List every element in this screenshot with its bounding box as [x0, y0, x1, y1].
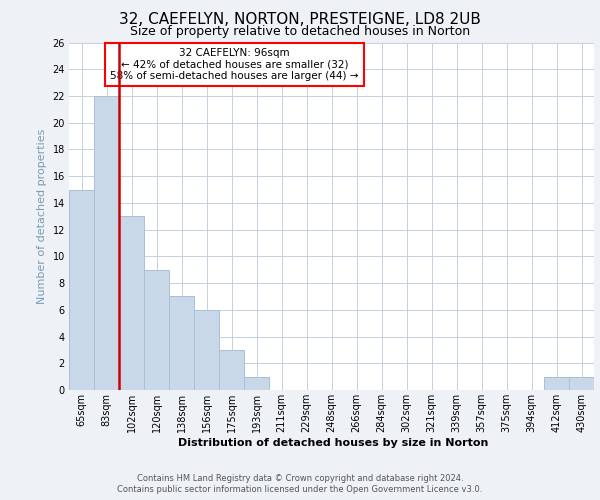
Text: 32, CAEFELYN, NORTON, PRESTEIGNE, LD8 2UB: 32, CAEFELYN, NORTON, PRESTEIGNE, LD8 2U… [119, 12, 481, 28]
Bar [569, 376, 594, 390]
Text: 32 CAEFELYN: 96sqm
← 42% of detached houses are smaller (32)
58% of semi-detache: 32 CAEFELYN: 96sqm ← 42% of detached hou… [110, 48, 359, 81]
Text: Contains public sector information licensed under the Open Government Licence v3: Contains public sector information licen… [118, 485, 482, 494]
Y-axis label: Number of detached properties: Number of detached properties [37, 128, 47, 304]
Bar [169, 296, 194, 390]
Bar [69, 190, 94, 390]
Bar [544, 376, 569, 390]
Bar [94, 96, 119, 390]
Text: Contains HM Land Registry data © Crown copyright and database right 2024.: Contains HM Land Registry data © Crown c… [137, 474, 463, 483]
Bar [144, 270, 169, 390]
Bar [194, 310, 219, 390]
Bar [244, 376, 269, 390]
Text: Distribution of detached houses by size in Norton: Distribution of detached houses by size … [178, 438, 488, 448]
Bar [119, 216, 144, 390]
Bar [219, 350, 244, 390]
Text: Size of property relative to detached houses in Norton: Size of property relative to detached ho… [130, 25, 470, 38]
